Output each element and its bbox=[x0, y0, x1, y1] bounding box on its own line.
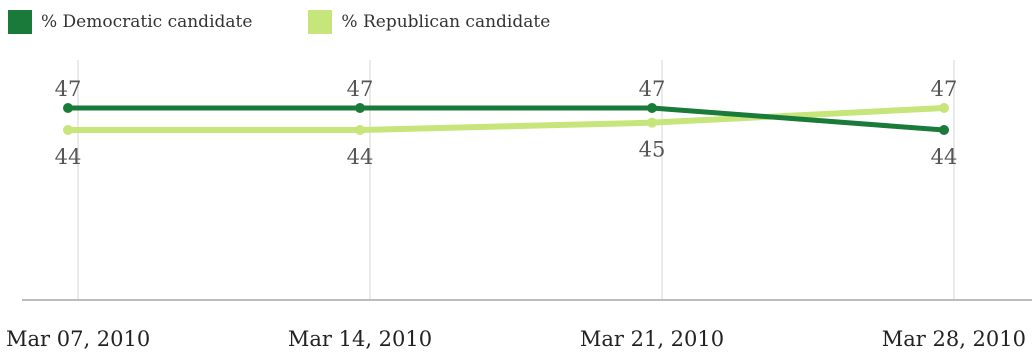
legend: % Democratic candidate % Republican cand… bbox=[8, 10, 606, 34]
data-label-republican-3: 47 bbox=[931, 77, 958, 101]
series-line-republican bbox=[65, 105, 947, 133]
data-label-democratic-3: 44 bbox=[931, 145, 958, 169]
data-point-democratic-2 bbox=[647, 103, 657, 113]
data-point-democratic-3 bbox=[939, 125, 949, 135]
data-label-democratic-0: 47 bbox=[55, 77, 82, 101]
legend-swatch-democratic bbox=[8, 10, 32, 34]
data-point-republican-0 bbox=[63, 125, 73, 135]
legend-item-republican: % Republican candidate bbox=[308, 10, 550, 34]
data-label-republican-0: 44 bbox=[55, 145, 82, 169]
legend-label-democratic: % Democratic candidate bbox=[41, 12, 253, 32]
legend-item-democratic: % Democratic candidate bbox=[8, 10, 252, 34]
data-point-democratic-1 bbox=[355, 103, 365, 113]
data-label-republican-1: 44 bbox=[347, 145, 374, 169]
x-tick-label-1: Mar 14, 2010 bbox=[288, 327, 432, 351]
data-label-democratic-1: 47 bbox=[347, 77, 374, 101]
x-tick-label-2: Mar 21, 2010 bbox=[580, 327, 724, 351]
x-tick-label-3: Mar 28, 2010 bbox=[882, 327, 1026, 351]
data-point-republican-1 bbox=[355, 125, 365, 135]
legend-swatch-republican bbox=[308, 10, 333, 34]
data-label-democratic-2: 47 bbox=[639, 77, 666, 101]
data-point-republican-3 bbox=[939, 103, 949, 113]
data-point-republican-2 bbox=[647, 117, 657, 128]
data-label-republican-2: 45 bbox=[639, 138, 666, 162]
legend-label-republican: % Republican candidate bbox=[341, 12, 551, 32]
x-tick-label-0: Mar 07, 2010 bbox=[6, 327, 150, 351]
series-line-democratic bbox=[65, 105, 947, 133]
data-point-democratic-0 bbox=[63, 103, 73, 113]
